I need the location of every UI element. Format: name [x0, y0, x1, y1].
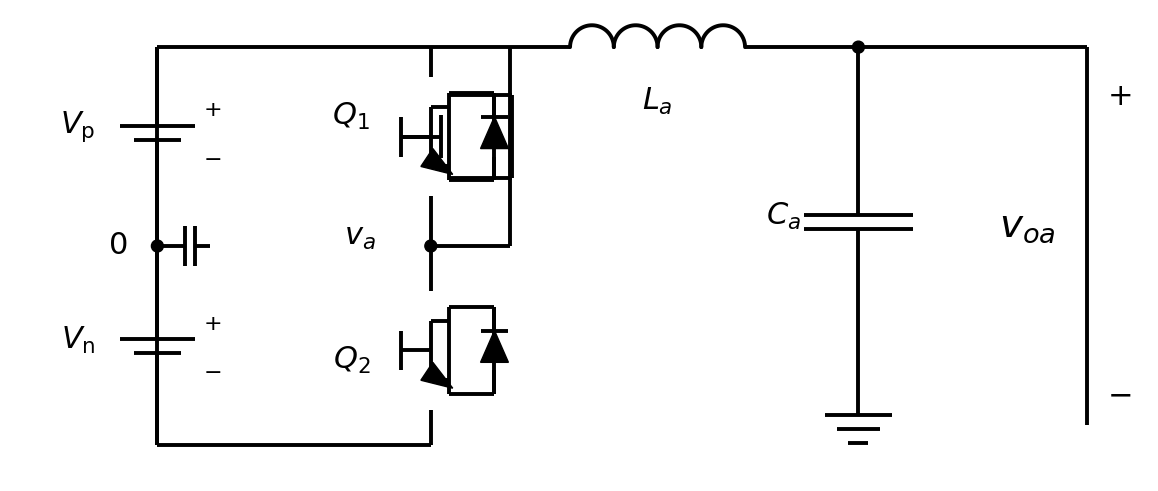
Text: $-$: $-$	[203, 146, 221, 168]
Text: $Q_1$: $Q_1$	[332, 101, 371, 132]
Text: $0$: $0$	[108, 230, 127, 262]
Text: $C_a$: $C_a$	[767, 201, 801, 232]
Text: $+$: $+$	[1107, 82, 1131, 112]
Text: $L_a$: $L_a$	[643, 86, 673, 117]
Circle shape	[852, 41, 864, 53]
Text: $v_a$: $v_a$	[344, 220, 376, 251]
Text: $+$: $+$	[203, 313, 221, 334]
Text: $Q_2$: $Q_2$	[332, 345, 371, 376]
Text: $+$: $+$	[203, 99, 221, 121]
Polygon shape	[420, 149, 453, 174]
Text: $-$: $-$	[203, 360, 221, 382]
Text: $V_{\rm p}$: $V_{\rm p}$	[60, 109, 95, 144]
Circle shape	[152, 240, 163, 252]
Text: $\boldsymbol{v_{oa}}$: $\boldsymbol{v_{oa}}$	[999, 208, 1056, 245]
Polygon shape	[481, 117, 508, 149]
Text: $-$: $-$	[1107, 380, 1131, 410]
Text: $V_{\rm n}$: $V_{\rm n}$	[60, 325, 95, 356]
Polygon shape	[420, 362, 453, 388]
Polygon shape	[481, 330, 508, 362]
Circle shape	[425, 240, 437, 252]
